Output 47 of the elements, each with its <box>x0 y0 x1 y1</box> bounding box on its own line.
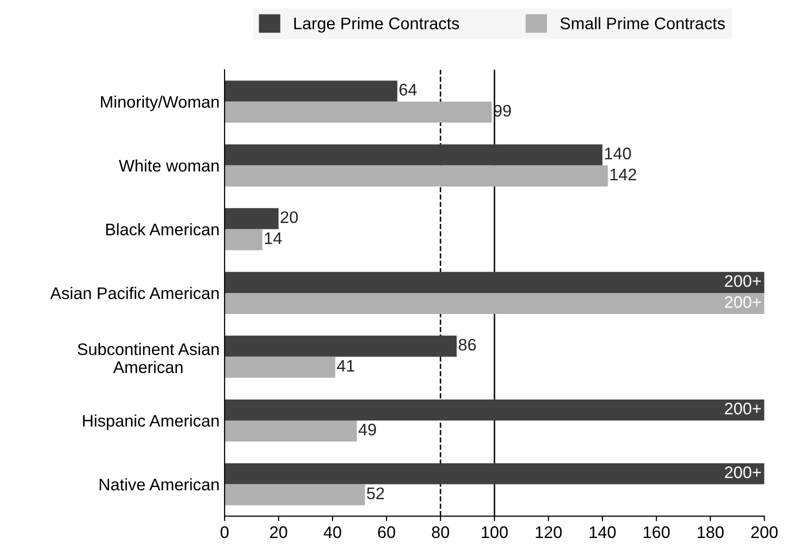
bar <box>224 463 764 484</box>
x-tick-label: 120 <box>536 526 562 538</box>
data-label: 142 <box>610 168 636 180</box>
bar <box>224 80 398 102</box>
x-tick-label: 40 <box>324 526 342 538</box>
x-tick-label: 60 <box>378 526 396 538</box>
x-tick-label: 0 <box>220 526 229 538</box>
x-tick-label: 20 <box>270 526 288 538</box>
legend-label: Large Prime Contracts <box>294 17 460 33</box>
data-label: 41 <box>336 360 354 372</box>
y-tick-label: Native American <box>100 478 219 490</box>
y-tick-label: Subcontinent Asian American <box>78 342 219 374</box>
bar <box>224 229 262 250</box>
x-tick-label: 80 <box>432 526 450 538</box>
bar <box>224 165 608 186</box>
x-tick-label: 160 <box>644 526 670 538</box>
bar <box>224 420 357 442</box>
x-tick-label: 140 <box>590 526 616 538</box>
bar <box>224 144 602 166</box>
data-label: 14 <box>264 232 282 244</box>
data-label: 200+ <box>724 402 761 414</box>
bar <box>224 102 492 123</box>
y-tick-label: Minority/Woman <box>100 96 219 112</box>
bar <box>224 272 764 293</box>
data-label: 200+ <box>724 296 761 308</box>
y-tick-label: White woman <box>118 159 219 172</box>
bar <box>224 484 365 506</box>
data-label: 64 <box>400 84 417 96</box>
x-tick-label: 200 <box>751 526 778 538</box>
bar <box>224 356 336 378</box>
x-tick-label: 100 <box>482 526 508 538</box>
data-label: 200+ <box>724 275 761 287</box>
y-tick-label: Asian Pacific American <box>50 286 219 300</box>
bar <box>224 399 764 420</box>
data-label: 140 <box>605 148 631 160</box>
data-label: 49 <box>358 424 376 436</box>
data-label: 52 <box>366 487 384 500</box>
data-label: 20 <box>280 211 298 224</box>
bar <box>224 208 279 230</box>
bar <box>224 292 764 314</box>
y-tick-label: Black American <box>106 223 219 236</box>
y-tick-label: Hispanic American <box>83 414 219 430</box>
x-tick-label: 180 <box>698 526 724 538</box>
data-label: 86 <box>458 338 476 351</box>
data-label: 200+ <box>724 466 761 478</box>
legend-label: Small Prime Contracts <box>560 17 725 30</box>
bar <box>224 336 457 357</box>
